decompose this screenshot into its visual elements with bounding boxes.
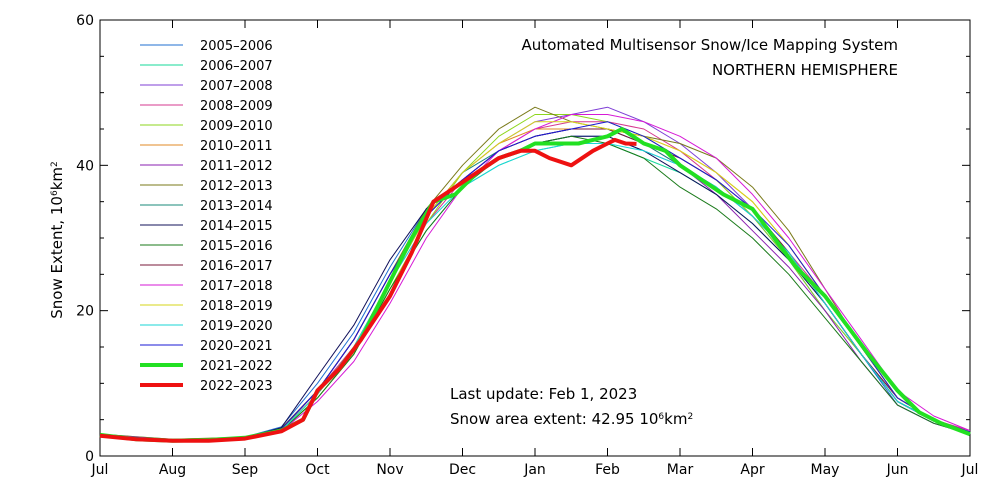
y-axis-label-sup: 6 bbox=[50, 190, 60, 196]
y-axis-label-unit: km bbox=[48, 167, 66, 190]
legend-label: 2020–2021 bbox=[200, 339, 273, 354]
legend-label: 2011–2012 bbox=[200, 159, 273, 174]
legend-label: 2015–2016 bbox=[200, 239, 273, 254]
series-line bbox=[99, 137, 637, 443]
legend-label: 2021–2022 bbox=[200, 359, 273, 374]
legend-label: 2013–2014 bbox=[200, 199, 273, 214]
legend-label: 2016–2017 bbox=[200, 259, 273, 274]
extent-annotation-prefix: Snow area extent: 42.95 10 bbox=[450, 410, 658, 428]
legend-label: 2012–2013 bbox=[200, 179, 273, 194]
x-tick-label: Sep bbox=[232, 462, 259, 478]
y-axis: 0 20 40 60 bbox=[76, 13, 970, 465]
legend-label: 2017–2018 bbox=[200, 279, 273, 294]
x-tick-label: Oct bbox=[305, 462, 330, 478]
legend-label: 2010–2011 bbox=[200, 139, 273, 154]
legend-label: 2018–2019 bbox=[200, 299, 273, 314]
x-tick-label: May bbox=[811, 462, 840, 478]
y-axis-label-main: Snow Extent, 10 bbox=[48, 196, 66, 319]
x-tick-label: Feb bbox=[595, 462, 620, 478]
legend-label: 2006–2007 bbox=[200, 59, 273, 74]
y-axis-label-unit-sup: 2 bbox=[50, 161, 60, 167]
extent-annotation-sup: 6 bbox=[658, 412, 664, 422]
x-tick-label: Nov bbox=[376, 462, 403, 478]
chart-subtitle: NORTHERN HEMISPHERE bbox=[712, 61, 898, 79]
extent-annotation-unit: km bbox=[664, 410, 687, 428]
legend-label: 2005–2006 bbox=[200, 39, 273, 54]
legend-label: 2022–2023 bbox=[200, 379, 273, 394]
legend-label: 2008–2009 bbox=[200, 99, 273, 114]
y-tick-label: 60 bbox=[76, 13, 94, 29]
extent-annotation-unit-sup: 2 bbox=[687, 412, 693, 422]
y-tick-label: 0 bbox=[85, 449, 94, 465]
x-axis: Jul Aug Sep Oct Nov Dec Jan Feb Mar Apr May Jun Jul bbox=[91, 20, 979, 478]
legend-label: 2009–2010 bbox=[200, 119, 273, 134]
x-tick-label: Mar bbox=[667, 462, 694, 478]
x-tick-label: Jul bbox=[961, 462, 979, 478]
extent-annotation: Snow area extent: 42.95 106km2 bbox=[450, 410, 693, 428]
series-line bbox=[99, 135, 971, 442]
legend-label: 2019–2020 bbox=[200, 319, 273, 334]
legend: 2005–2006 2006–2007 2007–2008 2008–2009 2009… bbox=[140, 39, 273, 394]
y-tick-label: 40 bbox=[76, 158, 94, 174]
series-lines bbox=[99, 106, 971, 443]
x-tick-label: Dec bbox=[449, 462, 476, 478]
x-tick-label: Jul bbox=[91, 462, 109, 478]
y-axis-label: Snow Extent, 106km2 bbox=[48, 161, 66, 319]
x-tick-label: Apr bbox=[740, 462, 764, 478]
y-tick-label: 20 bbox=[76, 304, 94, 320]
legend-label: 2007–2008 bbox=[200, 79, 273, 94]
x-tick-label: Jun bbox=[886, 462, 909, 478]
x-tick-label: Jan bbox=[523, 462, 546, 478]
legend-label: 2014–2015 bbox=[200, 219, 273, 234]
chart-title: Automated Multisensor Snow/Ice Mapping S… bbox=[522, 36, 898, 54]
x-tick-label: Aug bbox=[159, 462, 186, 478]
last-update-annotation: Last update: Feb 1, 2023 bbox=[450, 385, 637, 403]
